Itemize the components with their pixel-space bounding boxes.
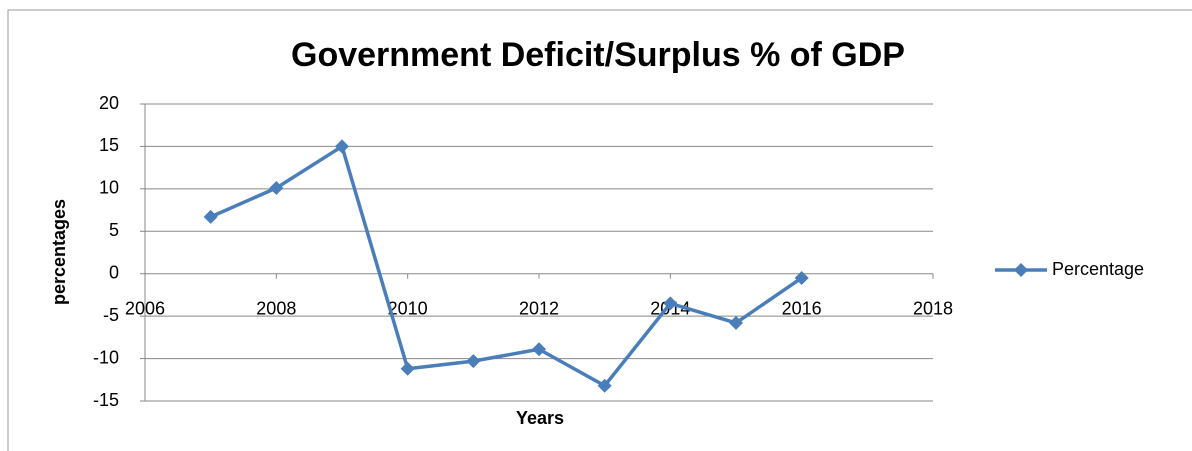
y-tick-label: -10 [93,347,119,367]
y-axis-label: percentages [49,199,69,305]
data-point [532,342,546,357]
legend-label: Percentage [1052,259,1144,279]
data-point [729,315,743,330]
x-tick-label: 2010 [388,298,428,318]
data-point [203,209,218,224]
x-tick-label: 2006 [125,298,165,318]
y-tick-label: 10 [99,178,119,198]
y-tick-label: -15 [93,390,119,410]
x-tick-label: 2018 [913,298,953,318]
y-tick-label: 15 [99,135,119,155]
chart-title: Government Deficit/Surplus % of GDP [291,36,905,74]
chart-frame [7,9,1192,451]
data-point [794,270,809,285]
series-line [209,144,803,388]
data-point [597,378,612,393]
x-tick-label: 2012 [519,298,559,318]
x-tick-label: 2008 [256,298,296,318]
data-point [663,296,678,311]
data-point [269,181,284,196]
data-point [335,139,349,154]
x-axis-label: Years [516,408,564,428]
x-tick-label: 2016 [782,298,822,318]
data-point [400,361,415,376]
data-point [466,354,481,369]
legend-marker [1014,263,1028,277]
y-tick-label: -5 [103,305,119,325]
y-tick-label: 20 [99,93,119,113]
y-tick-label: 5 [109,220,119,240]
y-tick-label: 0 [109,262,119,282]
